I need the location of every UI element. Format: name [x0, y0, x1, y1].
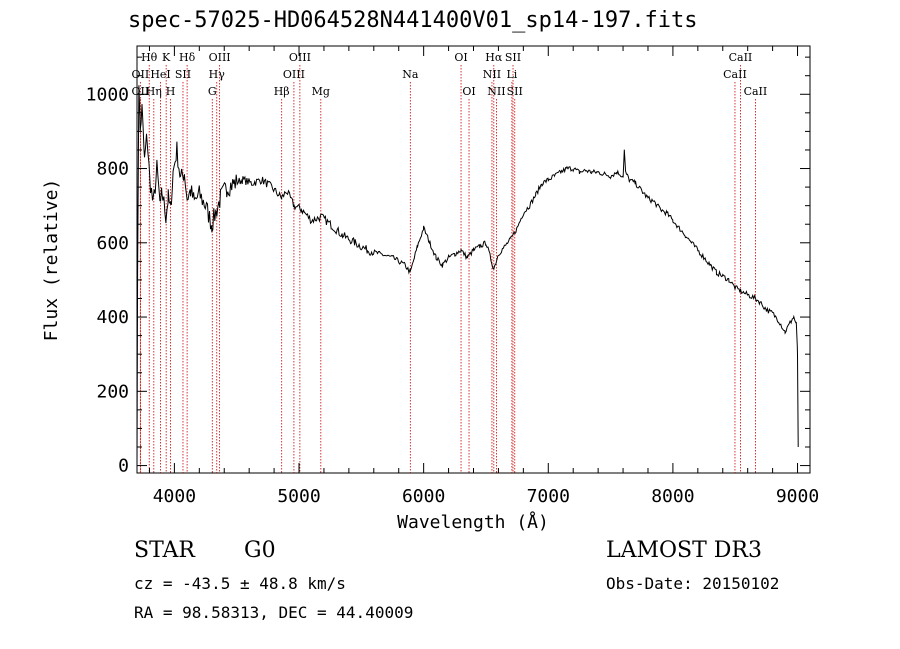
y-tick-label: 0: [118, 456, 129, 477]
line-marker-label: Hη: [146, 85, 162, 98]
line-marker-label: Mg: [312, 85, 330, 98]
y-axis: 0 200 400 600 800 1000: [86, 56, 810, 477]
line-marker-label: CaII: [723, 68, 747, 81]
y-tick-label: 1000: [86, 84, 129, 105]
line-marker-label: SII: [175, 68, 191, 81]
line-marker-label: CaII: [744, 85, 768, 98]
x-tick-label: 4000: [153, 486, 196, 507]
line-marker-label: Li: [506, 68, 517, 81]
y-tick-label: 800: [96, 159, 129, 180]
survey-name: LAMOST DR3: [606, 538, 762, 563]
line-marker-label: NII: [483, 68, 501, 81]
x-tick-label: 7000: [527, 486, 570, 507]
line-marker-label: HeI: [150, 68, 170, 81]
line-marker-label: G: [208, 85, 217, 98]
line-marker-label: H: [166, 85, 176, 98]
plot-frame: [136, 45, 811, 474]
line-marker-label: SII: [507, 85, 523, 98]
line-marker-label: NII: [487, 85, 505, 98]
line-marker-label: SII: [505, 51, 521, 64]
object-class: STAR: [134, 538, 195, 563]
line-marker-label: OIII: [209, 51, 231, 64]
y-axis-label: Flux (relative): [41, 179, 62, 342]
y-tick-label: 600: [96, 233, 129, 254]
x-tick-label: 5000: [277, 486, 320, 507]
redshift-text: cz = -43.5 ± 48.8 km/s: [134, 574, 346, 593]
line-marker-label: K: [162, 51, 171, 64]
line-marker-label: Hα: [485, 51, 503, 64]
line-marker-label: Hδ: [179, 51, 196, 64]
y-tick-label: 200: [96, 381, 129, 402]
coordinates: RA = 98.58313, DEC = 44.40009: [134, 603, 414, 622]
object-subclass: G0: [244, 538, 276, 563]
spectrum-line: [136, 85, 799, 465]
line-marker-label: OIII: [289, 51, 311, 64]
x-axis-label: Wavelength (Å): [397, 511, 549, 533]
obs-date: Obs-Date: 20150102: [606, 574, 780, 593]
line-marker-label: Hθ: [141, 51, 158, 64]
y-tick-label: 400: [96, 307, 129, 328]
x-axis: 4000 5000 6000 7000 8000 9000: [148, 46, 819, 507]
line-marker-label: OII: [132, 68, 150, 81]
x-tick-label: 8000: [651, 486, 694, 507]
line-marker-label: Hβ: [274, 85, 290, 98]
line-marker-label: OI: [462, 85, 475, 98]
line-marker-label: CaII: [729, 51, 753, 64]
x-tick-label: 6000: [402, 486, 445, 507]
chart-title: spec-57025-HD064528N441400V01_sp14-197.f…: [128, 8, 698, 33]
line-marker-label: Na: [402, 68, 419, 81]
line-marker-label: Hγ: [209, 68, 226, 81]
x-tick-label: 9000: [776, 486, 819, 507]
line-marker-label: OI: [454, 51, 467, 64]
line-marker-label: OIII: [283, 68, 305, 81]
